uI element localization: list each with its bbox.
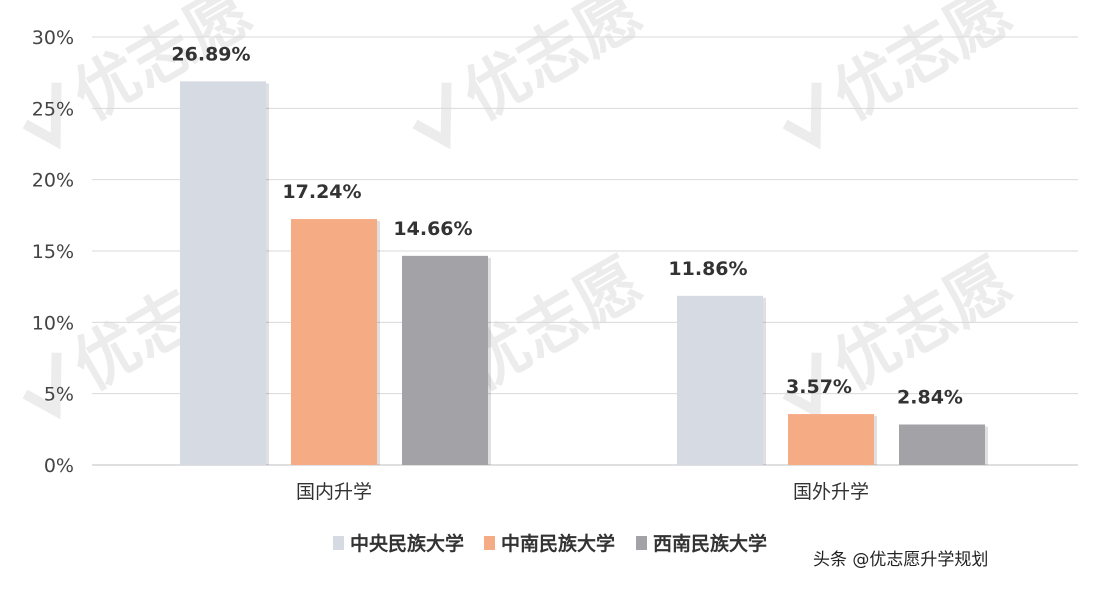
legend: 中央民族大学 中南民族大学 西南民族大学 — [333, 532, 767, 555]
bar — [677, 295, 763, 465]
data-labels: 26.89% 17.24% 14.66% 11.86% 3.57% 2.84% — [171, 43, 963, 408]
x-axis: 国内升学 国外升学 — [296, 481, 869, 503]
watermark-stamp: 优志愿 — [782, 0, 1025, 150]
y-tick-label: 10% — [32, 312, 74, 334]
data-label: 14.66% — [393, 218, 472, 240]
bar — [180, 81, 266, 466]
y-tick-label: 20% — [32, 170, 74, 192]
legend-swatch — [333, 536, 344, 550]
legend-entry: 西南民族大学 — [653, 532, 767, 555]
legend-entry: 中央民族大学 — [350, 532, 464, 555]
legend-entry: 中南民族大学 — [501, 532, 615, 555]
data-label: 2.84% — [897, 386, 963, 408]
x-category-label: 国外升学 — [793, 481, 869, 503]
y-axis: 0% 5% 10% 15% 20% 25% 30% — [32, 27, 74, 477]
watermark-stamp: 优志愿 — [412, 0, 655, 150]
watermark-logo-text: 优志愿 — [451, 0, 654, 135]
data-label: 26.89% — [171, 43, 250, 65]
y-tick-label: 15% — [32, 241, 74, 263]
bars — [180, 81, 988, 466]
y-tick-label: 5% — [44, 384, 74, 406]
bar — [899, 424, 985, 465]
data-label: 3.57% — [786, 376, 852, 398]
y-tick-label: 25% — [32, 98, 74, 120]
bar — [402, 255, 488, 465]
y-tick-label: 0% — [44, 455, 74, 477]
watermark-credit-text: 头条 @优志愿升学规划 — [813, 550, 988, 570]
watermark-check-icon — [22, 82, 62, 150]
legend-swatch — [636, 536, 647, 550]
y-tick-label: 30% — [32, 27, 74, 49]
data-label: 17.24% — [282, 181, 361, 203]
bar — [788, 414, 874, 465]
watermark-check-icon — [782, 82, 822, 150]
data-label: 11.86% — [668, 258, 747, 280]
watermark-check-icon — [782, 352, 822, 420]
watermark-check-icon — [412, 82, 452, 150]
watermark-check-icon — [22, 352, 62, 420]
watermark-logo-text: 优志愿 — [821, 0, 1024, 135]
x-category-label: 国内升学 — [296, 481, 372, 503]
bar — [291, 219, 377, 465]
legend-swatch — [484, 536, 495, 550]
